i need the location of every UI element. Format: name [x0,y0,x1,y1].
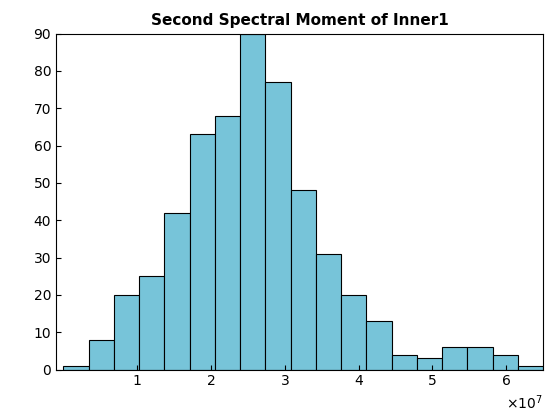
Bar [240,34,265,370]
Bar [215,116,240,370]
Bar [442,347,468,370]
Bar [291,190,316,370]
Bar [139,276,165,370]
Bar [88,340,114,370]
Title: Second Spectral Moment of Inner1: Second Spectral Moment of Inner1 [151,13,449,28]
Bar [114,295,139,370]
Bar [417,358,442,370]
Bar [468,347,493,370]
Bar [366,321,391,370]
Bar [165,213,190,370]
Bar [493,354,518,370]
Bar [316,254,341,370]
Bar [190,134,215,370]
Bar [391,354,417,370]
Text: $\times10^7$: $\times10^7$ [506,393,543,412]
Bar [518,366,543,370]
Bar [341,295,366,370]
Bar [63,366,88,370]
Bar [265,82,291,370]
